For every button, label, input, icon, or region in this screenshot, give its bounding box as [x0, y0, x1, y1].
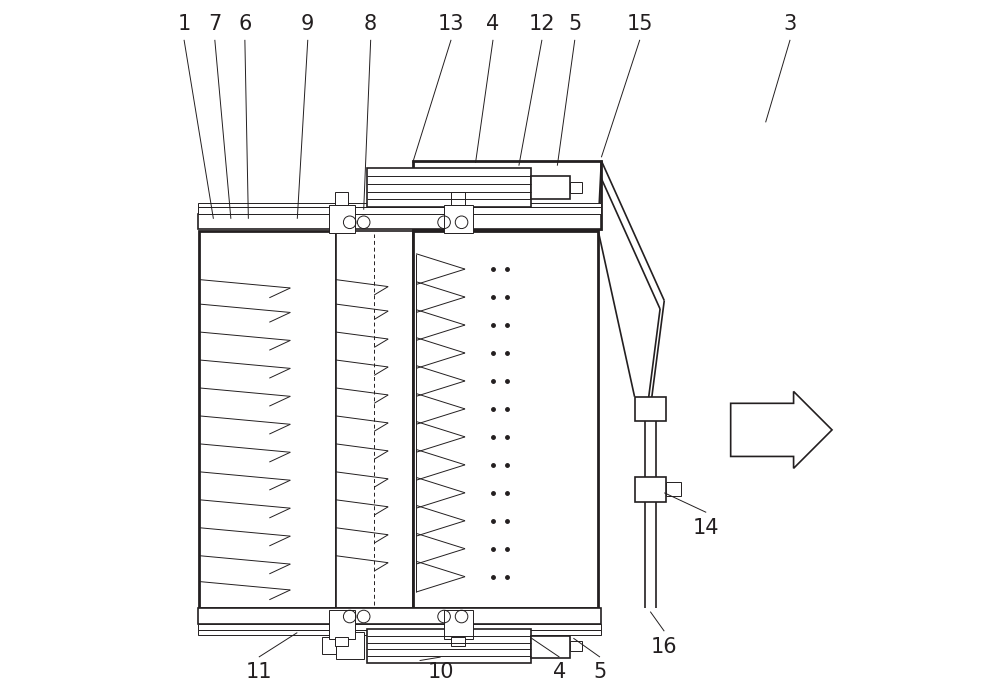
Bar — [635, 477, 666, 502]
Text: 9: 9 — [301, 15, 314, 34]
Bar — [198, 207, 601, 214]
Text: 16: 16 — [651, 637, 678, 656]
Bar — [322, 637, 336, 654]
Bar — [570, 182, 582, 194]
Bar — [367, 168, 531, 207]
Text: 3: 3 — [783, 15, 797, 34]
Polygon shape — [731, 391, 832, 468]
Bar — [451, 637, 465, 646]
Text: 5: 5 — [593, 663, 607, 682]
Text: 11: 11 — [246, 663, 272, 682]
Text: 14: 14 — [693, 518, 719, 538]
Text: 5: 5 — [568, 15, 581, 34]
Bar — [635, 397, 666, 421]
Text: 10: 10 — [427, 663, 454, 682]
Bar — [531, 176, 570, 199]
Bar — [198, 624, 601, 630]
Bar — [666, 482, 681, 496]
Bar — [199, 231, 336, 608]
Bar — [198, 214, 601, 229]
Text: 4: 4 — [553, 663, 566, 682]
Bar — [336, 633, 364, 659]
Bar — [198, 608, 601, 624]
Bar — [367, 629, 531, 663]
Text: 15: 15 — [627, 15, 653, 34]
Text: 13: 13 — [438, 15, 464, 34]
Text: 6: 6 — [238, 15, 252, 34]
Bar — [329, 205, 355, 233]
Bar — [335, 192, 348, 205]
Bar — [336, 231, 413, 608]
Text: 1: 1 — [177, 15, 191, 34]
Bar — [335, 637, 348, 646]
Text: 8: 8 — [364, 15, 377, 34]
Bar — [570, 641, 582, 651]
Bar — [198, 203, 601, 207]
Bar — [444, 205, 473, 233]
Bar — [531, 636, 570, 658]
Text: 7: 7 — [208, 15, 221, 34]
Bar — [329, 610, 355, 639]
Bar — [198, 630, 601, 635]
Text: 4: 4 — [486, 15, 500, 34]
Polygon shape — [413, 161, 601, 229]
Bar — [451, 192, 465, 205]
Text: 12: 12 — [529, 15, 555, 34]
Bar — [413, 231, 598, 608]
Bar — [444, 610, 473, 639]
